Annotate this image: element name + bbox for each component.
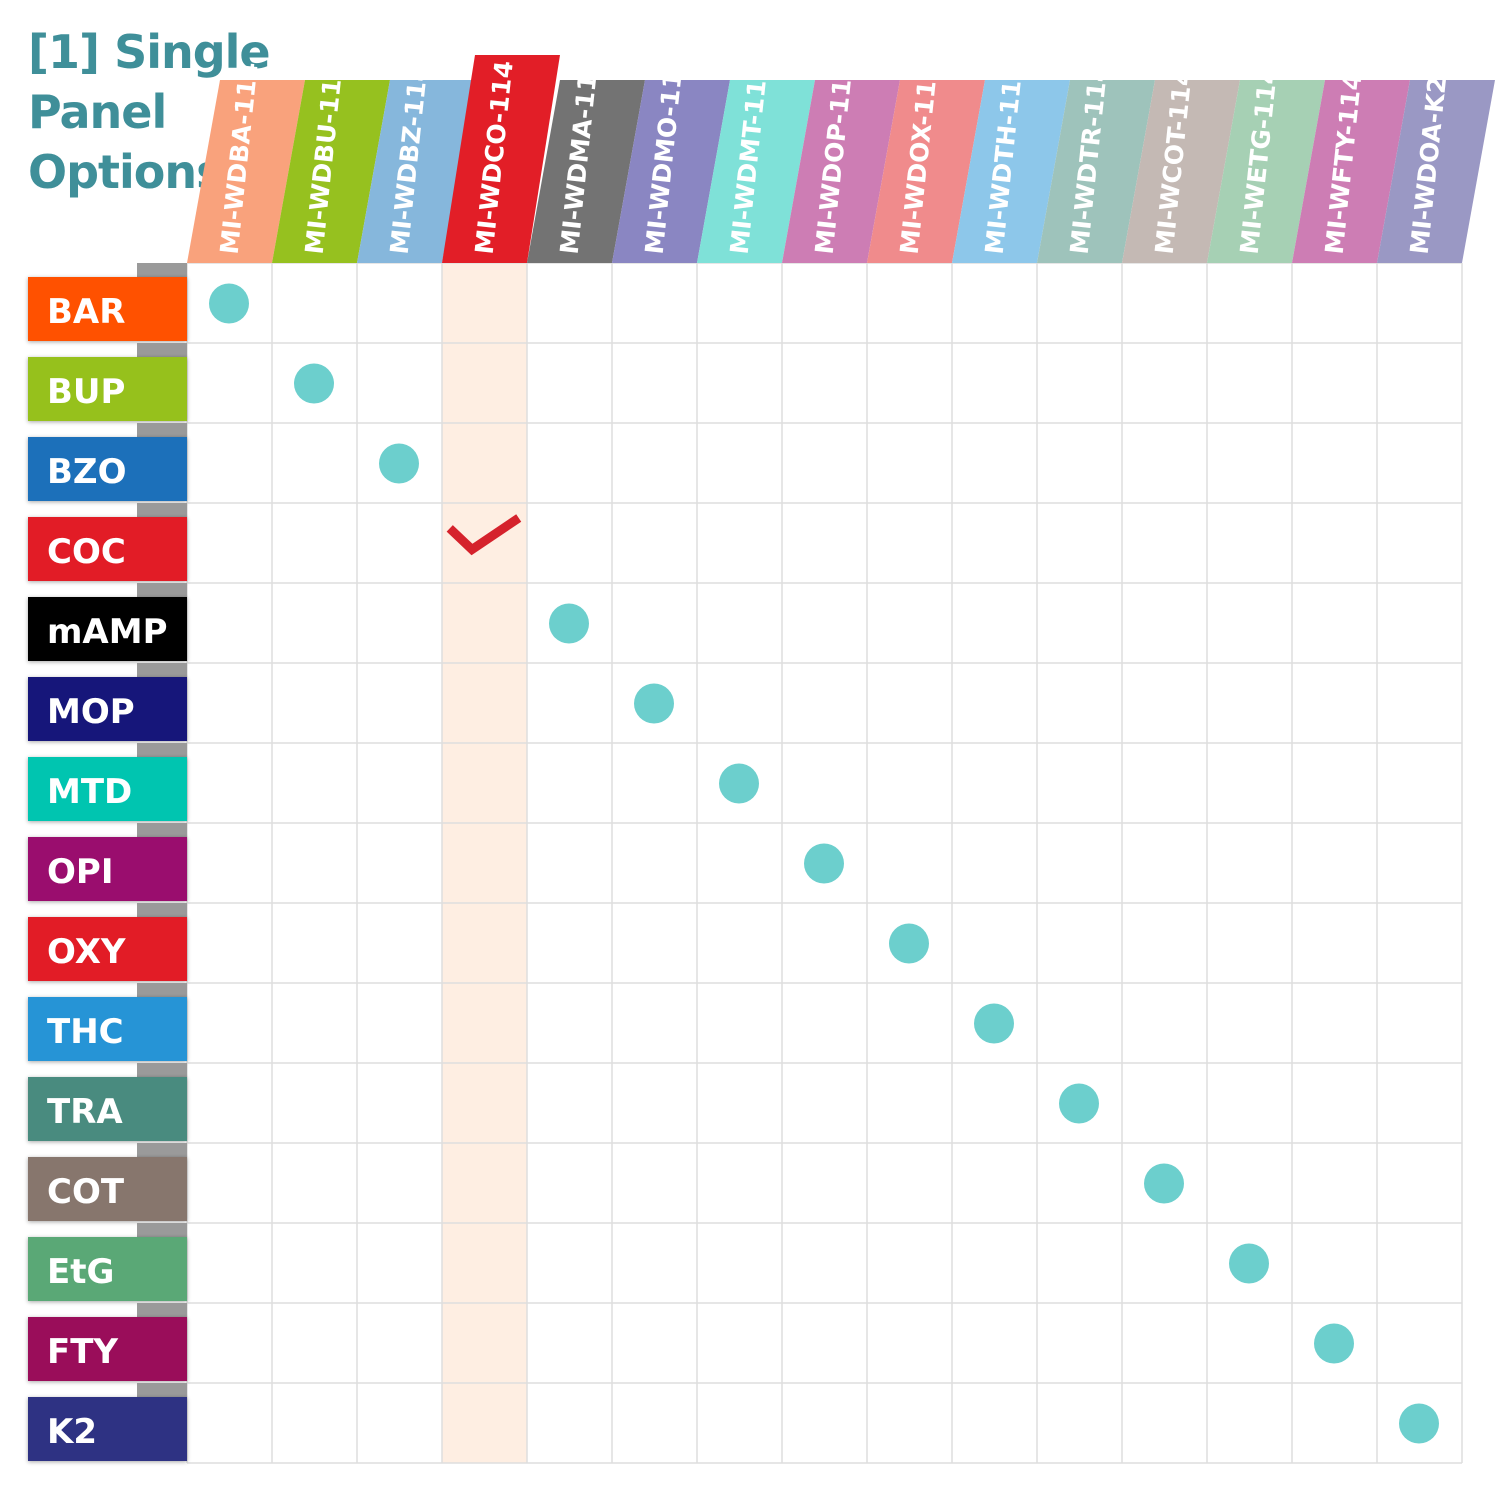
- column-header-mi-wdoa-k2: MI-WDOA-K2: [1377, 75, 1495, 263]
- highlight-column-layer: [442, 263, 527, 1463]
- row-label-box: [28, 517, 187, 581]
- row-label-text: BZO: [47, 452, 126, 492]
- dot-icon: [209, 283, 249, 324]
- row-label-box: [28, 357, 187, 421]
- row-label-k2: K2: [28, 1383, 187, 1461]
- column-header-band: [1377, 80, 1495, 263]
- column-header-band: [782, 80, 900, 263]
- column-header-mi-wdox-114: MI-WDOX-114: [867, 62, 985, 263]
- row-label-text: MTD: [47, 772, 132, 812]
- dot-icon: [1229, 1243, 1269, 1284]
- column-header-band: [1207, 80, 1325, 263]
- row-label-box: [28, 997, 187, 1061]
- row-label-box: [28, 437, 187, 501]
- dot-icon: [1314, 1323, 1354, 1364]
- column-header-band: [612, 80, 730, 263]
- row-label-box: [28, 1157, 187, 1221]
- column-header-band: [357, 80, 475, 263]
- dot-icon: [974, 1003, 1014, 1044]
- row-label-bzo: BZO: [28, 423, 187, 501]
- dot-icon: [634, 683, 674, 724]
- grid-lines: [186, 262, 1463, 1464]
- row-label-text: BAR: [47, 292, 125, 332]
- column-header-band: [952, 80, 1070, 263]
- row-label-etg: EtG: [28, 1223, 187, 1301]
- column-header-mi-wdco-114: MI-WDCO-114: [442, 55, 560, 263]
- column-header-band: [187, 80, 305, 263]
- row-label-bar: BAR: [28, 263, 187, 341]
- row-label-text: OPI: [47, 852, 113, 892]
- row-label-text: BUP: [47, 372, 125, 412]
- highlight-column-fill: [442, 263, 527, 1463]
- row-label-box: [28, 757, 187, 821]
- row-label-text: COC: [47, 532, 126, 572]
- row-label-box: [28, 1077, 187, 1141]
- dot-icon: [549, 603, 589, 644]
- row-label-fty: FTY: [28, 1303, 187, 1381]
- column-header-band: [867, 80, 985, 263]
- column-header-mi-wdmt-114: MI-WDMT-114: [697, 61, 815, 263]
- title-line-2: Panel: [28, 85, 167, 139]
- row-label-text: MOP: [47, 692, 135, 732]
- matrix-marks: [209, 283, 1439, 1444]
- row-labels: BAR BUP BZO COC mAMP MOP MTD OPI OXY THC TRA COT EtG…: [28, 263, 187, 1461]
- column-header-mi-wdbu-114: MI-WDBU-114: [272, 60, 390, 263]
- row-label-box: [28, 1397, 187, 1461]
- row-label-text: mAMP: [47, 612, 168, 652]
- dot-icon: [1399, 1403, 1439, 1444]
- row-label-text: K2: [47, 1412, 97, 1452]
- row-label-tra: TRA: [28, 1063, 187, 1141]
- column-header-band: [272, 80, 390, 263]
- row-label-box: [28, 597, 187, 661]
- dot-icon: [1144, 1163, 1184, 1204]
- column-header-band: [697, 80, 815, 263]
- row-label-thc: THC: [28, 983, 187, 1061]
- row-label-mop: MOP: [28, 663, 187, 741]
- row-label-text: TRA: [47, 1092, 123, 1132]
- row-label-mtd: MTD: [28, 743, 187, 821]
- row-label-box: [28, 917, 187, 981]
- column-headers: MI-WDBA-114 MI-WDBU-114 MI-WDBZ-114 MI-WDCO…: [187, 53, 1495, 263]
- row-label-mamp: mAMP: [28, 583, 187, 661]
- row-label-box: [28, 1237, 187, 1301]
- column-header-band: [442, 55, 560, 263]
- row-label-text: OXY: [47, 932, 126, 972]
- column-header-mi-wdop-114: MI-WDOP-114: [782, 60, 900, 263]
- column-header-band: [1292, 80, 1410, 263]
- row-label-box: [28, 677, 187, 741]
- column-header-mi-wdth-114: MI-WDTH-114: [952, 61, 1070, 263]
- check-icon: [446, 514, 522, 556]
- title-line-3: Options: [28, 145, 224, 199]
- row-label-box: [28, 1317, 187, 1381]
- row-label-coc: COC: [28, 503, 187, 581]
- dot-icon: [1059, 1083, 1099, 1124]
- column-header-band: [1122, 80, 1240, 263]
- column-header-mi-wetg-114: MI-WETG-114: [1207, 65, 1325, 263]
- column-header-mi-wdbz-114: MI-WDBZ-114: [357, 63, 475, 263]
- row-label-text: THC: [47, 1012, 124, 1052]
- dot-icon: [719, 763, 759, 804]
- row-label-cot: COT: [28, 1143, 187, 1221]
- row-label-opi: OPI: [28, 823, 187, 901]
- row-label-text: FTY: [47, 1332, 118, 1372]
- row-label-box: [28, 837, 187, 901]
- column-header-mi-wdma-114: MI-WDMA-114: [527, 55, 645, 263]
- column-header-band: [527, 80, 645, 263]
- column-header-mi-wcot-114: MI-WCOT-114: [1122, 67, 1240, 263]
- row-label-bup: BUP: [28, 343, 187, 421]
- column-header-mi-wdtr-114: MI-WDTR-114: [1037, 63, 1155, 263]
- row-label-oxy: OXY: [28, 903, 187, 981]
- row-label-text: EtG: [47, 1252, 114, 1292]
- column-header-mi-wdmo-114: MI-WDMO-114: [612, 53, 730, 263]
- dot-icon: [379, 443, 419, 484]
- column-header-mi-wfty-114: MI-WFTY-114: [1292, 71, 1410, 263]
- dot-icon: [294, 363, 334, 404]
- column-header-mi-wdba-114: MI-WDBA-114: [187, 61, 305, 263]
- dot-icon: [889, 923, 929, 964]
- row-label-box: [28, 277, 187, 341]
- row-label-text: COT: [47, 1172, 125, 1212]
- dot-icon: [804, 843, 844, 884]
- column-header-band: [1037, 80, 1155, 263]
